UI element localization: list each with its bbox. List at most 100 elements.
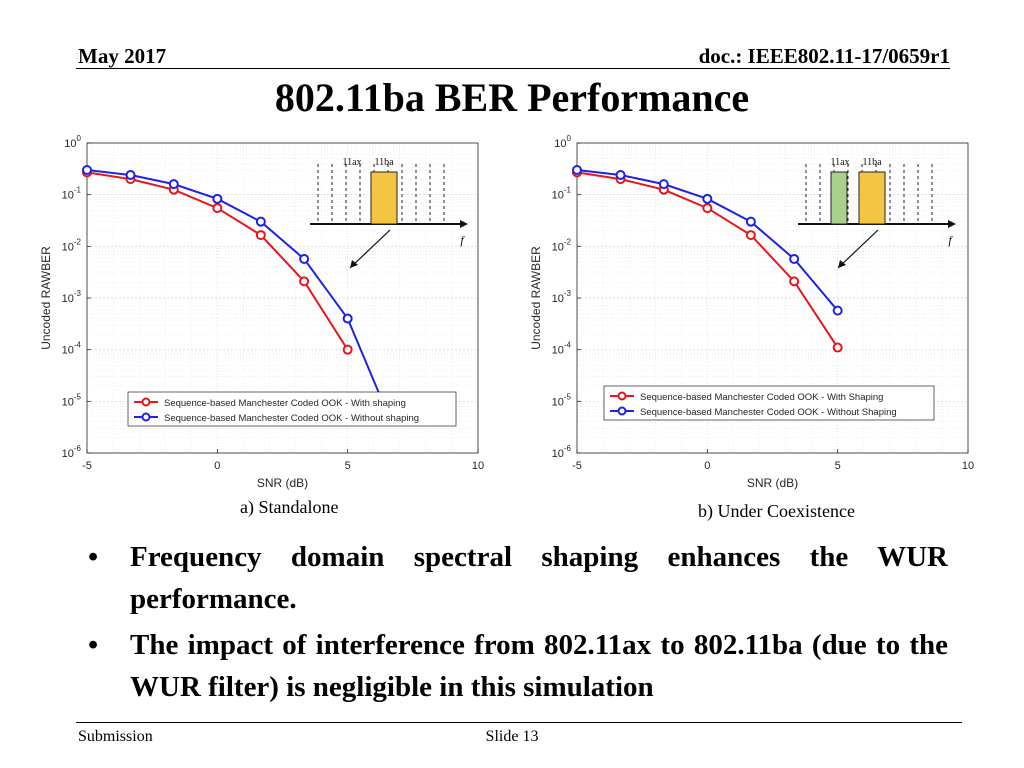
data-point [168,179,179,190]
y-tick-label: 10-3 [552,289,572,305]
x-tick-label: 0 [214,460,220,472]
slide-title: 802.11ba BER Performance [274,75,750,120]
y-tick-label: 10-5 [552,392,572,408]
x-tick-label: -5 [82,460,92,472]
legend-entry-label: Sequence-based Manchester Coded OOK - Wi… [164,398,406,409]
y-tick-label: 10-6 [552,444,572,460]
legend: Sequence-based Manchester Coded OOK - Wi… [127,391,457,427]
data-point [745,216,756,227]
x-axis-label: SNR (dB) [747,476,798,490]
data-point [212,203,223,214]
data-point [82,165,92,176]
bullet-item: • Frequency domain spectral shaping enha… [88,536,948,620]
inset-pointer-arrow-icon [350,260,358,268]
x-tick-label: 5 [835,460,841,472]
x-tick-label: -5 [572,460,582,472]
bullet-dot: • [88,629,99,661]
inset-axis-arrow-icon [948,220,956,228]
data-point [745,230,756,241]
bullet-list: • Frequency domain spectral shaping enha… [88,536,948,712]
y-tick-label: 10-1 [62,186,82,202]
footer-submission: Submission [78,728,153,745]
legend-swatch-marker [141,397,151,407]
y-tick-label: 10-5 [62,392,82,408]
inset-band-11ba [858,171,886,225]
series-1 [82,165,388,413]
y-tick-label: 10-6 [62,444,82,460]
legend-entry-label: Sequence-based Manchester Coded OOK - Wi… [640,407,897,418]
data-point [832,342,843,353]
x-tick-label: 0 [704,460,710,472]
y-tick-label: 10-1 [552,186,572,202]
inset-label-11ba: 11ba [862,157,882,168]
y-tick-label: 10-3 [62,289,82,305]
inset-pointer-arrow-icon [838,260,846,268]
footer-slide-number: Slide 13 [485,728,539,745]
y-tick-label: 10-2 [62,237,82,253]
data-point [125,170,136,181]
data-point [658,179,669,190]
chart-standalone-svg: -5 0 5 10 SNR (dB) 100 10-1 10-2 10-3 10-4 10-5 10-… [40,134,484,490]
header-rule [76,68,950,69]
data-point [789,253,800,264]
footer-rule [76,722,962,723]
caption-coexistence: b) Under Coexistence [698,501,855,521]
bullet-text: The impact of interference from 802.11ax… [130,629,948,703]
y-axis-label: Uncoded RAWBER [530,246,543,350]
data-point [832,305,843,316]
bullet-text: Frequency domain spectral shaping enhanc… [130,541,948,615]
chart-coexistence-svg: -5 0 5 10 SNR (dB) 100 10-1 10-2 10-3 10-4 10-5 10-… [530,134,974,490]
inset-label-11ax: 11ax [342,157,361,168]
chart-standalone: -5 0 5 10 SNR (dB) 100 10-1 10-2 10-3 10-4 10-5 10-… [40,130,500,495]
data-point [255,216,266,227]
data-point [299,253,310,264]
legend-swatch-marker [617,406,627,416]
data-point [702,203,713,214]
inset-axis-label: f [460,233,465,247]
chart-coexistence: -5 0 5 10 SNR (dB) 100 10-1 10-2 10-3 10-4 10-5 10-… [530,130,990,495]
header-doc-id: doc.: IEEE802.11-17/0659r1 [698,44,950,68]
data-point [342,313,353,324]
y-axis-label: Uncoded RAWBER [40,246,53,350]
inset-pointer-line [349,229,391,269]
data-point [212,193,223,204]
y-tick-label: 10-2 [552,237,572,253]
spectrum-inset: 11ax 11ba f [310,157,468,269]
legend-swatch-marker [141,412,151,422]
data-point [255,230,266,241]
x-axis-label: SNR (dB) [257,476,308,490]
legend-box [127,391,457,427]
data-point [342,344,353,355]
data-point [789,276,800,287]
inset-pointer-line [837,229,879,269]
caption-standalone: a) Standalone [240,497,339,517]
data-point [615,170,626,181]
legend-box [603,385,935,421]
y-tick-label: 10-4 [552,341,572,357]
bullet-dot: • [88,541,99,573]
legend: Sequence-based Manchester Coded OOK - Wi… [603,385,935,421]
data-point [572,165,582,176]
y-tick-label: 100 [64,134,81,150]
legend-entry-label: Sequence-based Manchester Coded OOK - Wi… [164,413,419,424]
header-date: May 2017 [78,44,167,68]
data-point [299,276,310,287]
y-tick-label: 10-4 [62,341,82,357]
inset-label-11ax: 11ax [830,157,849,168]
inset-axis-label: f [948,233,953,247]
data-point [702,193,713,204]
x-tick-label: 10 [962,460,974,472]
x-tick-label: 10 [472,460,484,472]
inset-label-11ba: 11ba [374,157,394,168]
inset-band-11ba [370,171,398,225]
inset-axis-arrow-icon [460,220,468,228]
bullet-item: • The impact of interference from 802.11… [88,624,948,708]
legend-swatch-marker [617,391,627,401]
spectrum-inset: 11ax 11ba f [798,157,956,269]
inset-band-11ax [830,171,848,225]
series-line [86,169,388,413]
x-tick-label: 5 [345,460,351,472]
legend-entry-label: Sequence-based Manchester Coded OOK - Wi… [640,392,883,403]
y-tick-label: 100 [554,134,571,150]
series-1 [572,165,843,316]
